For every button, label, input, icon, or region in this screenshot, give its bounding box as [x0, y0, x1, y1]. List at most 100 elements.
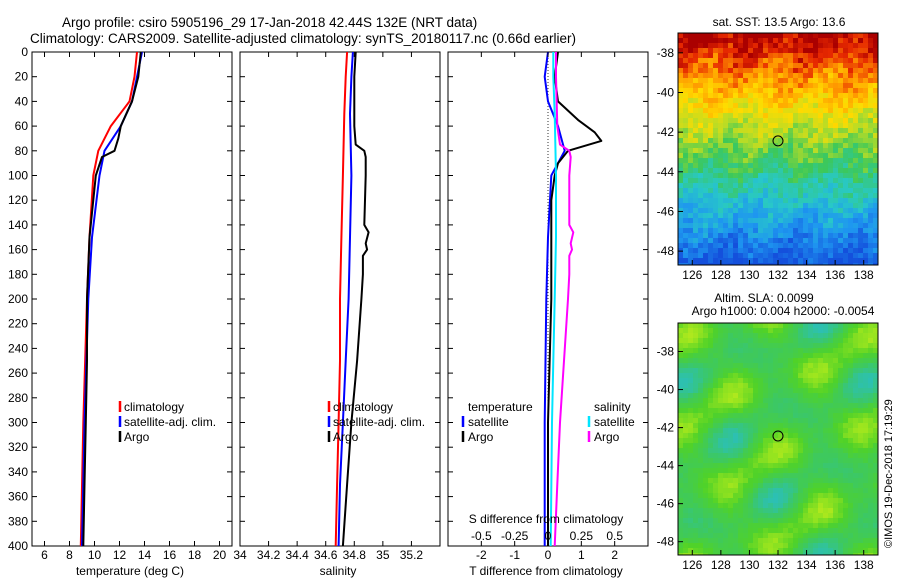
map-cell: [843, 223, 848, 228]
map-cell: [728, 48, 733, 53]
map-cell: [743, 353, 748, 358]
map-cell: [693, 238, 698, 243]
map-cell: [813, 253, 818, 258]
map-cell: [713, 118, 718, 123]
map-cell: [848, 478, 853, 483]
map-cell: [708, 118, 713, 123]
map-cell: [733, 448, 738, 453]
map-cell: [828, 178, 833, 183]
temperature-legend: climatology satellite-adj. clim. Argo: [118, 400, 216, 444]
map-cell: [743, 358, 748, 363]
map-cell: [838, 228, 843, 233]
map-cell: [738, 213, 743, 218]
map-cell: [728, 183, 733, 188]
map-cell: [808, 503, 813, 508]
map-cell: [758, 193, 763, 198]
map-cell: [708, 238, 713, 243]
map-cell: [843, 188, 848, 193]
map-cell: [803, 243, 808, 248]
map-cell: [763, 123, 768, 128]
map-cell: [813, 523, 818, 528]
map-cell: [798, 178, 803, 183]
map-cell: [813, 163, 818, 168]
map-cell: [758, 248, 763, 253]
map-cell: [873, 503, 878, 508]
map-cell: [818, 173, 823, 178]
map-cell: [723, 513, 728, 518]
map-cell: [818, 448, 823, 453]
map-cell: [708, 503, 713, 508]
legend-climatology-label: climatology: [124, 400, 184, 414]
map-cell: [693, 193, 698, 198]
map-cell: [683, 73, 688, 78]
map-cell: [678, 413, 683, 418]
map-cell: [738, 403, 743, 408]
map-cell: [693, 48, 698, 53]
map-cell: [758, 388, 763, 393]
map-cell: [763, 183, 768, 188]
map-cell: [743, 188, 748, 193]
map-cell: [798, 143, 803, 148]
map-cell: [713, 108, 718, 113]
map-cell: [873, 263, 878, 265]
map-cell: [823, 218, 828, 223]
map-cell: [718, 363, 723, 368]
map-cell: [823, 243, 828, 248]
map-cell: [713, 468, 718, 473]
map-cell: [808, 58, 813, 63]
map-cell: [688, 38, 693, 43]
map-cell: [768, 193, 773, 198]
map-cell: [683, 123, 688, 128]
map-cell: [858, 358, 863, 363]
map-cell: [843, 478, 848, 483]
map-cell: [793, 388, 798, 393]
map-cell: [873, 58, 878, 63]
map-cell: [793, 138, 798, 143]
map-cell: [823, 393, 828, 398]
map-cell: [763, 343, 768, 348]
map-cell: [798, 68, 803, 73]
map-cell: [848, 348, 853, 353]
map-cell: [833, 178, 838, 183]
map-cell: [813, 483, 818, 488]
map-cell: [728, 153, 733, 158]
map-cell: [773, 33, 778, 38]
map-cell: [713, 228, 718, 233]
map-cell: [823, 348, 828, 353]
map-cell: [853, 473, 858, 478]
map-cell: [823, 363, 828, 368]
map-cell: [683, 258, 688, 263]
map-cell: [693, 428, 698, 433]
map-cell: [763, 543, 768, 548]
map-cell: [708, 88, 713, 93]
map-cell: [788, 398, 793, 403]
map-cell: [828, 103, 833, 108]
map-cell: [873, 388, 878, 393]
map-cell: [678, 83, 683, 88]
map-cell: [728, 543, 733, 548]
map-cell: [758, 33, 763, 38]
map-cell: [718, 398, 723, 403]
map-cell: [813, 443, 818, 448]
x-tick-label: 1: [578, 548, 585, 562]
map-cell: [783, 68, 788, 73]
map-cell: [733, 133, 738, 138]
map-cell: [748, 183, 753, 188]
map-cell: [713, 353, 718, 358]
map-cell: [743, 513, 748, 518]
map-cell: [748, 468, 753, 473]
map-cell: [703, 58, 708, 63]
map-cell: [703, 433, 708, 438]
map-cell: [768, 108, 773, 113]
map-cell: [713, 173, 718, 178]
map-cell: [848, 143, 853, 148]
map-cell: [863, 533, 868, 538]
map-cell: [718, 48, 723, 53]
map-cell: [753, 423, 758, 428]
map-cell: [868, 498, 873, 503]
map-cell: [813, 468, 818, 473]
depth-tick-label: 360: [8, 490, 28, 504]
map-cell: [863, 443, 868, 448]
map-cell: [678, 548, 683, 553]
map-cell: [768, 358, 773, 363]
